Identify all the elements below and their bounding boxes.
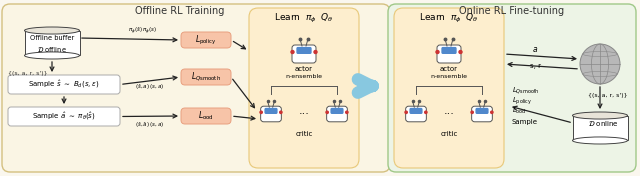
Text: {(s, a, r, s')}: {(s, a, r, s')} <box>8 71 47 76</box>
Text: $(\hat{s}, a)\,(s, a)$: $(\hat{s}, a)\,(s, a)$ <box>136 82 164 92</box>
FancyBboxPatch shape <box>442 47 457 54</box>
FancyBboxPatch shape <box>249 8 359 168</box>
Text: Offline buffer: Offline buffer <box>30 35 74 41</box>
Text: actor: actor <box>440 66 458 72</box>
FancyBboxPatch shape <box>181 69 231 85</box>
Text: Offline RL Training: Offline RL Training <box>135 6 225 16</box>
Circle shape <box>490 110 493 114</box>
Text: Learn  $\pi_\phi$  $Q_\theta$: Learn $\pi_\phi$ $Q_\theta$ <box>419 12 479 25</box>
FancyBboxPatch shape <box>388 4 636 172</box>
Text: s, r: s, r <box>529 63 541 69</box>
Text: critic: critic <box>295 131 313 137</box>
FancyBboxPatch shape <box>181 108 231 124</box>
FancyBboxPatch shape <box>260 106 282 122</box>
FancyBboxPatch shape <box>2 4 390 172</box>
Text: n-ensemble: n-ensemble <box>431 74 467 78</box>
Circle shape <box>291 50 294 54</box>
FancyBboxPatch shape <box>326 106 348 122</box>
Circle shape <box>458 50 463 54</box>
FancyBboxPatch shape <box>437 45 461 63</box>
Circle shape <box>325 110 329 114</box>
Circle shape <box>259 110 263 114</box>
Text: Sample: Sample <box>512 119 538 125</box>
Text: $L_\mathrm{policy}$: $L_\mathrm{policy}$ <box>195 33 217 46</box>
Ellipse shape <box>573 112 627 119</box>
Text: critic: critic <box>440 131 458 137</box>
Text: ...: ... <box>299 106 309 116</box>
Text: $(\hat{s}, \hat{a})\,(s, a)$: $(\hat{s}, \hat{a})\,(s, a)$ <box>136 120 164 130</box>
Circle shape <box>314 50 317 54</box>
Text: $L_{Q\mathrm{smooth}}$: $L_{Q\mathrm{smooth}}$ <box>191 71 221 83</box>
Circle shape <box>435 50 440 54</box>
Bar <box>573 115 627 140</box>
Circle shape <box>580 44 620 84</box>
Text: $L_\mathrm{ood}$: $L_\mathrm{ood}$ <box>198 110 214 122</box>
Text: a: a <box>532 45 538 54</box>
Ellipse shape <box>24 27 79 34</box>
Circle shape <box>279 110 283 114</box>
Circle shape <box>345 110 349 114</box>
FancyBboxPatch shape <box>472 106 492 122</box>
Circle shape <box>470 110 474 114</box>
FancyBboxPatch shape <box>296 47 312 54</box>
Circle shape <box>424 110 428 114</box>
FancyBboxPatch shape <box>330 108 344 114</box>
FancyBboxPatch shape <box>410 108 422 114</box>
Bar <box>24 30 79 55</box>
FancyBboxPatch shape <box>181 32 231 48</box>
Text: $L_\mathrm{ood}$: $L_\mathrm{ood}$ <box>512 106 527 116</box>
Text: $\mathcal{D}$ online: $\mathcal{D}$ online <box>588 120 618 128</box>
Text: actor: actor <box>295 66 313 72</box>
Text: $L_\mathrm{policy}$: $L_\mathrm{policy}$ <box>512 95 532 107</box>
Text: $L_{Q\mathrm{smooth}}$: $L_{Q\mathrm{smooth}}$ <box>512 86 540 96</box>
Text: {(s, a, r, s')}: {(s, a, r, s')} <box>588 93 628 99</box>
Text: ...: ... <box>444 106 454 116</box>
Ellipse shape <box>24 52 79 59</box>
Text: n-ensemble: n-ensemble <box>285 74 323 78</box>
Text: Learn  $\pi_\phi$  $Q_\theta$: Learn $\pi_\phi$ $Q_\theta$ <box>274 12 334 25</box>
FancyBboxPatch shape <box>8 107 120 126</box>
FancyBboxPatch shape <box>476 108 488 114</box>
FancyBboxPatch shape <box>292 45 316 63</box>
Text: Sample $\hat{a}$ $\sim$ $\pi_\theta(\hat{s})$: Sample $\hat{a}$ $\sim$ $\pi_\theta(\hat… <box>32 111 96 122</box>
FancyBboxPatch shape <box>264 108 278 114</box>
Text: $\pi_\phi(\hat{s})\,\pi_\phi(s)$: $\pi_\phi(\hat{s})\,\pi_\phi(s)$ <box>127 25 156 36</box>
Text: Online RL Fine-tuning: Online RL Fine-tuning <box>460 6 564 16</box>
Text: Sample $\hat{s}$ $\sim$ $B_d(s,\varepsilon)$: Sample $\hat{s}$ $\sim$ $B_d(s,\varepsil… <box>28 79 100 90</box>
FancyBboxPatch shape <box>394 8 504 168</box>
Text: $\mathcal{D}$ offline: $\mathcal{D}$ offline <box>37 45 67 54</box>
FancyBboxPatch shape <box>406 106 426 122</box>
FancyBboxPatch shape <box>8 75 120 94</box>
Circle shape <box>404 110 408 114</box>
Ellipse shape <box>573 137 627 144</box>
